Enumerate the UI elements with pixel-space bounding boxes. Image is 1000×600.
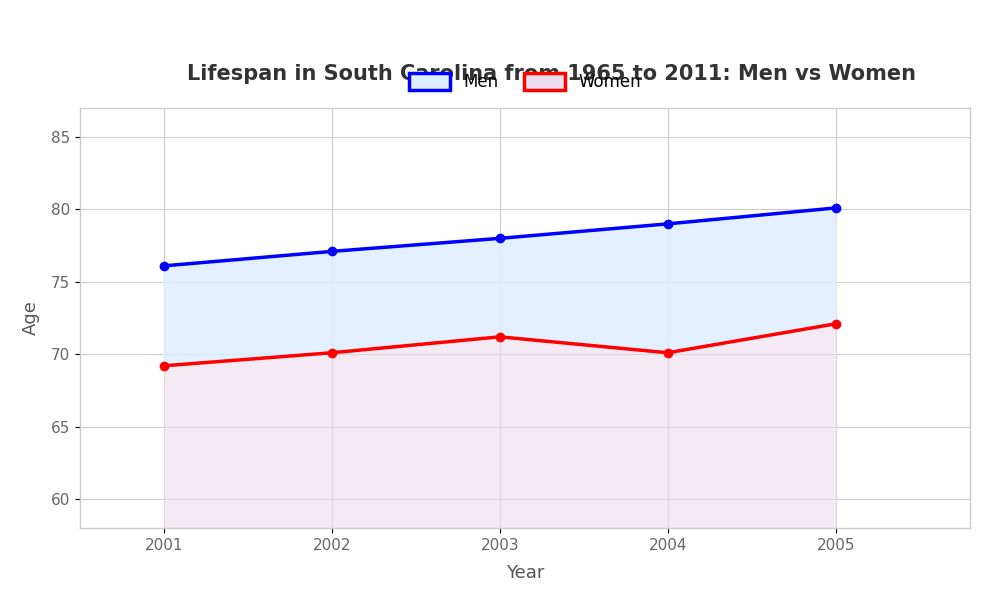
X-axis label: Year: Year [506, 564, 544, 582]
Legend: Men, Women: Men, Women [402, 66, 648, 97]
Text: Lifespan in South Carolina from 1965 to 2011: Men vs Women: Lifespan in South Carolina from 1965 to … [187, 64, 916, 84]
Y-axis label: Age: Age [22, 301, 40, 335]
